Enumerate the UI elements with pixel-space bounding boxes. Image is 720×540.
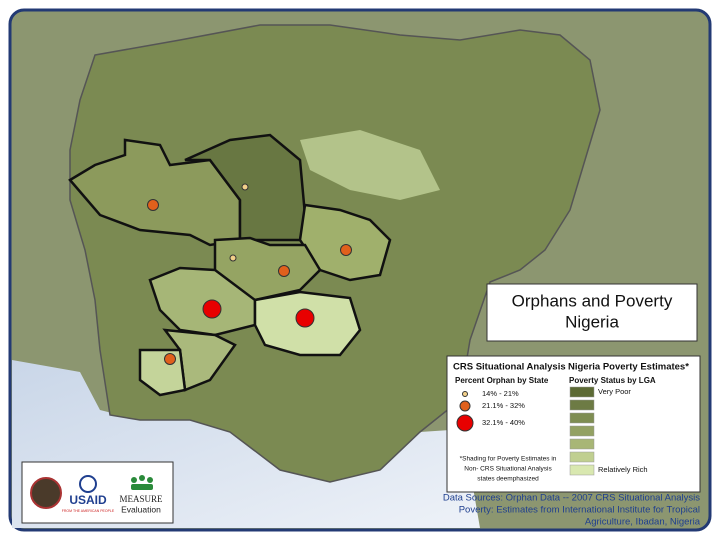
- crs-states: [68, 133, 392, 397]
- legend-swatch: [569, 386, 595, 398]
- measure-logo: MEASURE: [119, 494, 163, 504]
- marker-small: [241, 183, 249, 191]
- measure-icon: [131, 475, 153, 490]
- legend-swatch: [569, 412, 595, 424]
- legend-item: 14% - 21%: [482, 389, 519, 398]
- legend-subheading: Poverty Status by LGA: [569, 376, 656, 385]
- usaid-seal: [79, 475, 97, 493]
- legend-heading: CRS Situational Analysis: [453, 362, 566, 373]
- sources: Data Sources: Orphan Data -- 2007 CRS Si…: [443, 493, 701, 528]
- legend-marker: [459, 400, 471, 412]
- marker-large: [295, 308, 315, 328]
- marker-medium: [340, 244, 352, 256]
- legend-subheading: Percent Orphan by State: [455, 376, 549, 385]
- legend-label: Relatively Rich: [598, 465, 648, 474]
- legend-swatch: [569, 399, 595, 411]
- subtitle: Nigeria: [565, 312, 619, 331]
- legend-heading: Nigeria Poverty Estimates*: [568, 362, 689, 373]
- markers: [147, 183, 352, 365]
- legend-orphan: CRS Situational Analysis Percent Orphan …: [453, 362, 566, 483]
- legend-marker: [462, 391, 468, 397]
- source-line: Data Sources: Orphan Data -- 2007 CRS Si…: [443, 493, 700, 504]
- footnote: *Shading for Poverty Estimates in: [460, 456, 557, 463]
- measure-logo: Evaluation: [121, 504, 161, 514]
- legend-poverty: Nigeria Poverty Estimates* Poverty Statu…: [568, 362, 689, 476]
- marker-medium: [164, 353, 176, 365]
- marker-small: [229, 254, 237, 262]
- footnote: states deemphasized: [477, 476, 539, 483]
- legend-swatch: [569, 425, 595, 437]
- legend-item: 21.1% - 32%: [482, 401, 525, 410]
- marker-medium: [278, 265, 290, 277]
- marker-large: [202, 299, 222, 319]
- footnote: Non- CRS Situational Analysis: [464, 466, 552, 473]
- legend-label: Very Poor: [598, 387, 631, 396]
- legend-swatch: [569, 438, 595, 450]
- legend-swatch: [569, 464, 595, 476]
- usaid-logo: USAID: [69, 493, 107, 507]
- legend-item: 32.1% - 40%: [482, 418, 525, 427]
- usaid-tagline: FROM THE AMERICAN PEOPLE: [62, 509, 115, 513]
- lighter-region: [300, 130, 440, 200]
- source-line: Poverty: Estimates from International In…: [459, 505, 700, 516]
- title-box: [486, 283, 698, 342]
- source-line: Agriculture, Ibadan, Nigeria: [585, 517, 701, 528]
- crs-logo: [30, 477, 62, 509]
- marker-medium: [147, 199, 159, 211]
- legend-swatch: [569, 451, 595, 463]
- legend-marker: [456, 414, 474, 432]
- title: Orphans and Poverty: [512, 291, 673, 310]
